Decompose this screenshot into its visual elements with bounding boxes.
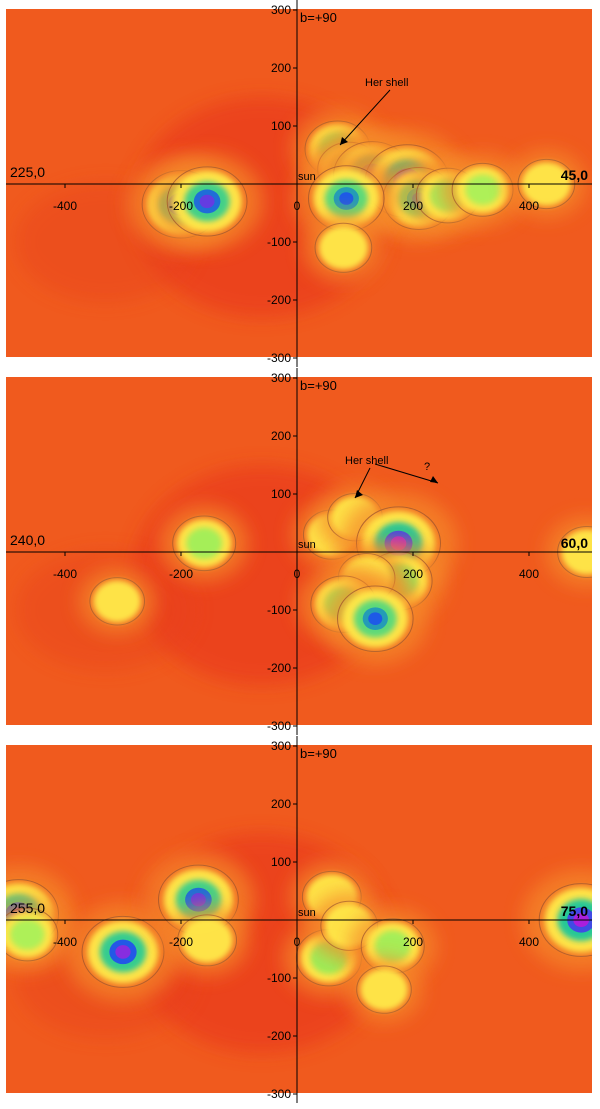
contour-line xyxy=(89,577,145,626)
right-direction-label: 75,0 xyxy=(561,903,588,919)
map-panel-1: 300 200 100 -100 -200 -300 -400 -200 0 200 400 b=+9… xyxy=(6,0,592,367)
origin-label: sun xyxy=(298,171,316,183)
annotation-her-shell: Her shell xyxy=(365,77,408,89)
y-tick-label: -300 xyxy=(267,351,291,365)
contour-line xyxy=(172,515,237,572)
top-label: b=+90 xyxy=(300,746,337,761)
x-tick-label: 400 xyxy=(519,199,539,213)
map-field xyxy=(6,833,592,1054)
y-tick-label: 100 xyxy=(271,119,291,133)
x-tick-label: 0 xyxy=(294,935,301,949)
x-tick-label: -400 xyxy=(53,567,77,581)
right-direction-label: 45,0 xyxy=(561,167,588,183)
blob-core xyxy=(190,893,206,907)
blob-outer xyxy=(318,226,368,270)
origin-label: sun xyxy=(298,907,316,919)
contour-line xyxy=(337,585,414,652)
annotation-arrow xyxy=(339,89,391,146)
blob-core xyxy=(339,192,354,205)
y-tick-label: -200 xyxy=(267,293,291,307)
x-tick-label: 200 xyxy=(403,567,423,581)
y-tick-label: -100 xyxy=(267,971,291,985)
x-tick-label: -200 xyxy=(169,199,193,213)
y-tick-label: -200 xyxy=(267,1029,291,1043)
annotation-arrowhead xyxy=(340,137,348,145)
x-tick-label: 0 xyxy=(294,199,301,213)
blob-mid xyxy=(186,527,223,560)
contour-line xyxy=(177,914,238,967)
contour-line xyxy=(356,965,412,1014)
annotation-her-shell: Her shell xyxy=(345,455,388,467)
top-label: b=+90 xyxy=(300,10,337,25)
x-tick-label: 400 xyxy=(519,935,539,949)
x-tick-label: 400 xyxy=(519,567,539,581)
panel-1: 300 200 100 -100 -200 -300 -400 -200 0 200 400 b=+9… xyxy=(0,0,600,368)
y-tick-label: 100 xyxy=(271,855,291,869)
x-tick-label: 200 xyxy=(403,199,423,213)
map-panel-2: 300 200 100 -100 -200 -300 -400 -200 0 200 400 b=+9… xyxy=(6,368,592,735)
blob-outer xyxy=(181,917,233,963)
contour-line xyxy=(166,166,248,237)
x-tick-label: 200 xyxy=(403,935,423,949)
y-tick-label: 300 xyxy=(271,371,291,385)
panel-3: 300 200 100 -100 -200 -300 -400 -200 0 200 400 b=+9… xyxy=(0,736,600,1104)
annotation-arrowhead xyxy=(355,490,363,498)
annotation-arrow-2 xyxy=(374,463,439,484)
y-tick-label: 100 xyxy=(271,487,291,501)
origin-label: sun xyxy=(298,539,316,551)
y-tick-label: -200 xyxy=(267,661,291,675)
x-tick-label: -400 xyxy=(53,199,77,213)
y-tick-label: 200 xyxy=(271,797,291,811)
x-tick-label: 0 xyxy=(294,567,301,581)
y-tick-label: 300 xyxy=(271,739,291,753)
map-panel-3: 300 200 100 -100 -200 -300 -400 -200 0 200 400 b=+9… xyxy=(6,736,592,1103)
left-direction-label: 255,0 xyxy=(10,900,45,916)
blob-core xyxy=(368,612,383,625)
left-direction-label: 240,0 xyxy=(10,532,45,548)
blob-outer xyxy=(360,968,408,1011)
blob-core xyxy=(199,194,215,209)
y-tick-label: -300 xyxy=(267,1087,291,1101)
y-tick-label: -100 xyxy=(267,603,291,617)
contour-line xyxy=(314,222,373,273)
blob-mid xyxy=(465,174,500,206)
y-tick-label: -300 xyxy=(267,719,291,733)
map-field xyxy=(15,97,587,318)
y-tick-label: -100 xyxy=(267,235,291,249)
blob-mid xyxy=(374,930,411,962)
annotation-question: ? xyxy=(424,461,430,473)
y-tick-label: 200 xyxy=(271,61,291,75)
blob-outer xyxy=(93,580,141,623)
top-label: b=+90 xyxy=(300,378,337,393)
contour-line xyxy=(6,907,59,962)
right-direction-label: 60,0 xyxy=(561,535,588,551)
y-tick-label: 300 xyxy=(271,3,291,17)
x-tick-label: -400 xyxy=(53,935,77,949)
annotation-arrowhead-2 xyxy=(430,476,438,483)
panel-2: 300 200 100 -100 -200 -300 -400 -200 0 200 400 b=+9… xyxy=(0,368,600,736)
contour-line xyxy=(81,915,165,988)
blob-mid xyxy=(10,919,45,950)
left-direction-label: 225,0 xyxy=(10,164,45,180)
x-tick-label: -200 xyxy=(169,935,193,949)
map-field xyxy=(15,465,592,686)
blob-core xyxy=(115,945,131,959)
y-tick-label: 200 xyxy=(271,429,291,443)
x-tick-label: -200 xyxy=(169,567,193,581)
